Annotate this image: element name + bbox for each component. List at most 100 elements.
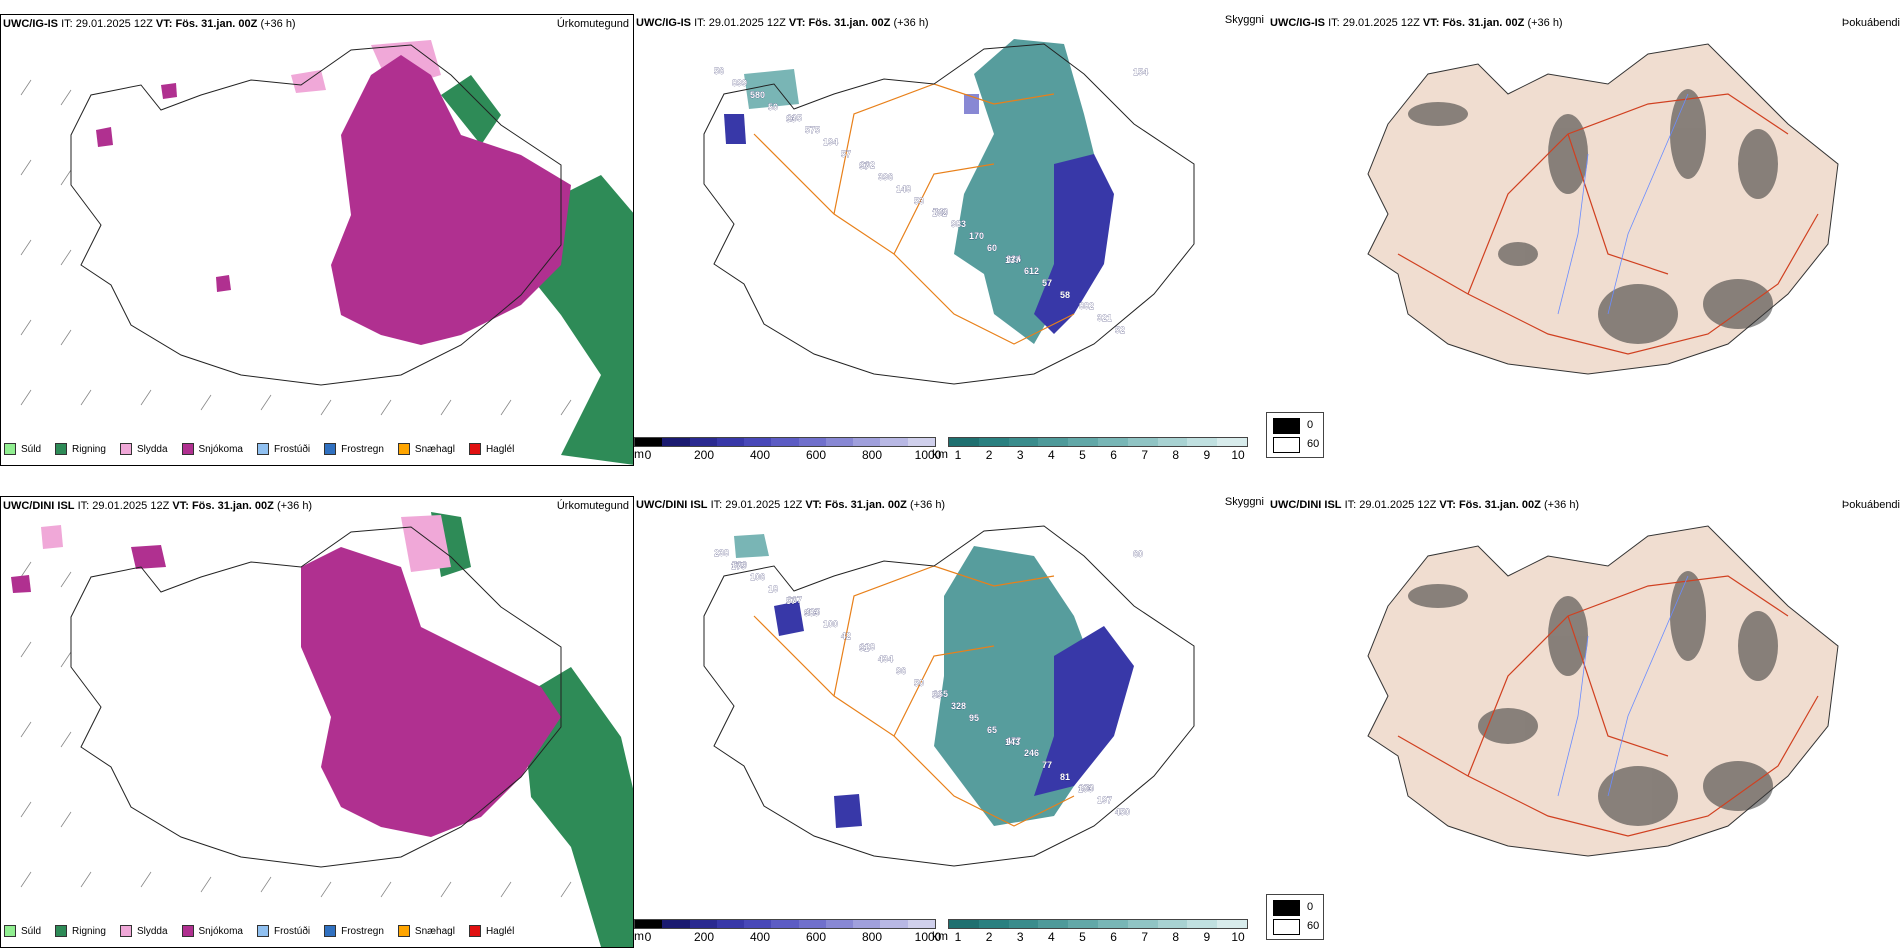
fog-swatch xyxy=(1273,418,1300,434)
legend-swatch xyxy=(119,925,132,937)
legend-swatch xyxy=(4,443,16,455)
legend-item: Haglél xyxy=(468,925,514,937)
colorbar-cell xyxy=(1097,920,1128,928)
precip-map xyxy=(11,512,633,947)
legend-item: Frostregn xyxy=(324,925,384,937)
fog-map xyxy=(1367,525,1839,857)
colorbar-cell xyxy=(744,920,772,928)
visibility-colorbar: 1 2 3 4 5 6 7 8 9 10 xyxy=(948,919,1248,945)
legend-swatch xyxy=(256,443,269,455)
colorbar-tick: 0 xyxy=(644,930,652,944)
fog-legend-label: 0 xyxy=(1307,901,1314,913)
colorbar-tick: 8 xyxy=(1172,448,1180,462)
colorbar-cell xyxy=(1217,920,1247,928)
cloudbase-value: 246 xyxy=(1024,748,1039,758)
fog-shading xyxy=(1408,89,1778,344)
fog-legend-label: 0 xyxy=(1307,419,1314,431)
legend-swatch xyxy=(181,925,194,937)
cloudbase-value: 137 xyxy=(1005,255,1020,265)
colorbar-tick: 7 xyxy=(1141,930,1148,944)
cloudbase-area xyxy=(724,94,1114,334)
colorbar-cell xyxy=(662,920,690,928)
colorbar-tick: 2 xyxy=(985,930,993,944)
legend-item: Snjókoma xyxy=(181,443,243,455)
panel-title: UWC/IG-IS IT: 29.01.2025 12Z VT: Fös. 31… xyxy=(636,17,929,29)
colorbar-cell xyxy=(1127,438,1158,446)
legend-item: Snæhagl xyxy=(397,443,455,455)
colorbar-tick: 200 xyxy=(693,930,715,944)
legend-item: Rigning xyxy=(55,443,106,455)
colorbar-cell xyxy=(880,438,908,446)
colorbar-tick: 400 xyxy=(749,930,771,944)
cloudbase-value: 93 xyxy=(786,114,796,124)
cloud-map: 5610510274332488289957539698361232158019… xyxy=(703,39,1195,385)
colorbar-cell xyxy=(1038,920,1069,928)
cloudbase-value: 50 xyxy=(768,102,778,112)
colorbar-cell xyxy=(771,438,799,446)
cloudbase-value: 103 xyxy=(1078,784,1093,794)
cloudbase-value: 105 xyxy=(787,113,802,123)
colorbar-tick: 5 xyxy=(1079,930,1086,944)
fog-legend-label: 60 xyxy=(1307,920,1320,932)
cloudbase-value: 60 xyxy=(1133,549,1143,559)
cloudbase-value: 60 xyxy=(987,243,997,253)
fog-legend-label: 60 xyxy=(1307,438,1320,450)
panel-name: Skyggni xyxy=(1224,14,1264,26)
legend-item: Slydda xyxy=(119,925,168,937)
cloudbase-value: 197 xyxy=(1097,795,1112,805)
cloudbase-value: 575 xyxy=(805,125,820,135)
colorbar-cell xyxy=(771,920,799,928)
colorbar-cell xyxy=(689,438,717,446)
colorbar-tick: 2 xyxy=(985,448,993,462)
colorbar-tick: 1 xyxy=(954,448,962,462)
colorbar-cell xyxy=(1068,438,1098,446)
cloudbase-colorbar: 0 200 400 600 800 1000 xyxy=(634,919,941,945)
legend-item: Súld xyxy=(4,925,41,937)
cloudbase-value: 321 xyxy=(1097,313,1112,323)
cloudbase-value: 324 xyxy=(1006,254,1021,264)
fog-map xyxy=(1367,43,1839,375)
legend-swatch xyxy=(324,443,337,455)
roads xyxy=(1397,575,1819,837)
cloudbase-value: 958 xyxy=(1079,783,1094,793)
cloudbase-value: 175 xyxy=(731,561,746,571)
cloudbase-value: 899 xyxy=(732,78,747,88)
precip-legend: Súld Rigning Slydda Snjókoma Frostúði Fr… xyxy=(4,925,514,937)
cloudbase-value: 56 xyxy=(714,66,724,76)
legend-item: Frostregn xyxy=(324,443,384,455)
colorbar-cell xyxy=(853,920,881,928)
cloudbase-value: 128 xyxy=(860,642,875,652)
colorbar-cell xyxy=(825,438,854,446)
legend-swatch xyxy=(397,443,410,455)
fog-swatch xyxy=(1273,919,1300,935)
legend-swatch xyxy=(468,925,481,937)
cloudbase-value: 612 xyxy=(1024,266,1039,276)
legend-swatch xyxy=(119,443,132,455)
cloudbase-value: 882 xyxy=(1079,301,1094,311)
cloudbase-value: 396 xyxy=(878,172,893,182)
cloudbase-colorbar: 0 200 400 600 800 1000 xyxy=(634,437,941,463)
snow-area xyxy=(96,55,571,345)
fog-panel-row2: UWC/DINI ISL IT: 29.01.2025 12Z VT: Fös.… xyxy=(1268,496,1900,948)
cloudbase-value: 154 xyxy=(1133,67,1148,77)
panel-title: UWC/IG-IS IT: 29.01.2025 12Z VT: Fös. 31… xyxy=(1270,17,1563,29)
precip-panel-row2: UWC/DINI ISL IT: 29.01.2025 12Z VT: Fös.… xyxy=(0,496,634,948)
colorbar-tick: 3 xyxy=(1016,448,1024,462)
colorbar-cell xyxy=(853,438,881,446)
colorbar-cell xyxy=(1068,920,1098,928)
cloudbase-unit: m xyxy=(634,929,644,943)
cloud-panel-row2: UWC/DINI ISL IT: 29.01.2025 12Z VT: Fös.… xyxy=(634,496,1268,948)
cloudbase-value: 50 xyxy=(914,678,924,688)
cloudbase-value: 57 xyxy=(786,596,796,606)
roads xyxy=(1397,93,1819,355)
fog-legend: 0 60 xyxy=(1266,894,1324,940)
cloudbase-value: 194 xyxy=(823,137,838,147)
cloudbase-value: 143 xyxy=(1005,737,1020,747)
legend-item: Haglél xyxy=(468,443,514,455)
colorbar-cell xyxy=(1187,438,1218,446)
colorbar-tick: 10 xyxy=(1231,930,1245,944)
colorbar-tick: 8 xyxy=(1172,930,1180,944)
colorbar-cell xyxy=(978,438,1009,446)
cloudbase-value: 18 xyxy=(768,584,778,594)
colorbar-tick: 4 xyxy=(1047,448,1055,462)
